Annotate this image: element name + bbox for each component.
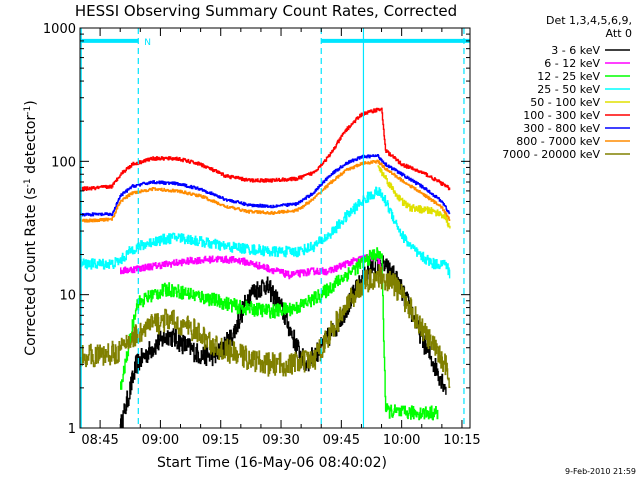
footer-timestamp: 9-Feb-2010 21:59 [565, 467, 636, 476]
legend-label: 25 - 50 keV [537, 83, 600, 96]
legend-label: 800 - 7000 keV [516, 135, 600, 148]
y-axis-title-end: ) [23, 100, 39, 105]
legend-header-line-2: Att 0 [606, 27, 632, 40]
series-line-6 [80, 154, 451, 217]
legend-label: 100 - 300 keV [523, 109, 600, 122]
y-tick-label: 10 [59, 289, 76, 304]
series-line-0 [120, 254, 447, 428]
x-tick-label: 10:00 [383, 433, 420, 448]
series-layer [80, 107, 451, 428]
y-tick-label: 1 [68, 422, 76, 437]
legend-label: 7000 - 20000 keV [502, 148, 600, 161]
series-line-5 [80, 107, 451, 192]
series-line-2 [120, 247, 439, 421]
series-line-1 [120, 253, 382, 280]
legend-label: 3 - 6 keV [551, 44, 600, 57]
x-tick-label: 08:45 [81, 433, 118, 448]
legend-label: 300 - 800 keV [523, 122, 600, 135]
legend-label: 50 - 100 keV [530, 96, 600, 109]
series-line-4 [377, 165, 451, 229]
y-axis-title-mid: detector [23, 115, 39, 179]
y-tick-label: 1000 [43, 22, 76, 37]
y-axis-title: Corrected Count Rate (s-1 detector-1) [23, 100, 39, 355]
series-line-7 [80, 159, 451, 223]
y-tick-label: 100 [51, 155, 76, 170]
x-tick-label: 09:30 [262, 433, 299, 448]
x-tick-label: 09:15 [202, 433, 239, 448]
x-tick-label: 09:00 [142, 433, 179, 448]
y-axis-title-main: Corrected Count Rate (s [23, 187, 39, 355]
x-tick-label: 09:45 [323, 433, 360, 448]
x-tick-label: 10:15 [443, 433, 480, 448]
segment-bar-label: N [144, 38, 151, 48]
x-axis-title: Start Time (16-May-06 08:40:02) [157, 455, 387, 471]
axis-layer: 08:45 09:00 09:15 09:30 09:45 10:00 10:15 1 10 10… [43, 22, 481, 448]
legend-label: 12 - 25 keV [537, 70, 600, 83]
series-line-8 [80, 264, 451, 388]
series-line-3 [80, 186, 451, 279]
y-axis-title-sup2: -1 [23, 106, 33, 115]
chart-title: HESSI Observing Summary Count Rates, Cor… [75, 2, 457, 20]
y-axis-title-sup1: -1 [23, 178, 33, 187]
marker-layer [80, 28, 470, 428]
plot-frame [79, 27, 471, 429]
legend-label: 6 - 12 keV [544, 57, 600, 70]
legend-header-line-1: Det 1,3,4,5,6,9, [546, 14, 632, 27]
